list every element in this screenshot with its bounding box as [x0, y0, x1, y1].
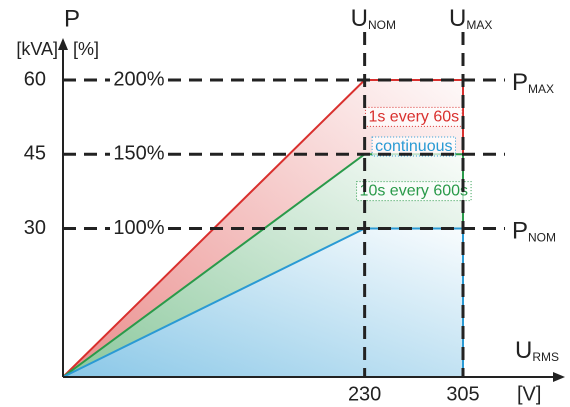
x-label-main: U	[515, 337, 532, 364]
series-label: 10s every 600s	[360, 183, 469, 200]
annotation-main: U	[351, 5, 368, 32]
series-label: continuous	[375, 138, 452, 155]
label-box	[364, 106, 463, 127]
tick-bg	[110, 217, 168, 240]
tick-bg	[110, 69, 168, 91]
y-unit: [kVA]	[16, 39, 58, 59]
label-box	[371, 136, 457, 157]
x-tick-label: 230	[348, 383, 381, 405]
x-axis-arrow	[553, 372, 565, 382]
y-tick-label: 30	[24, 217, 46, 239]
y2-tick-label: 100%	[113, 217, 164, 239]
y-tick-label: 45	[24, 143, 46, 165]
annotation: PNOM	[512, 218, 556, 245]
annotation-main: P	[512, 69, 528, 96]
area	[63, 228, 463, 377]
x-label: URMS	[515, 337, 559, 364]
y-label: P	[64, 5, 80, 32]
y-axis-arrow	[58, 38, 68, 50]
annotation-sub: MAX	[466, 18, 492, 32]
annotation: UMAX	[449, 5, 492, 32]
x-unit: [V]	[517, 383, 541, 405]
annotation-main: P	[512, 218, 528, 245]
annotation-sub: MAX	[528, 82, 554, 96]
annotation-sub: NOM	[528, 231, 556, 245]
x-label-sub: RMS	[532, 350, 559, 364]
annotation-main: U	[449, 5, 466, 32]
label-box	[356, 181, 472, 202]
x-tick-label: 305	[446, 383, 479, 405]
annotation: PMAX	[512, 69, 554, 96]
y2-tick-label: 150%	[113, 143, 164, 165]
annotation: UNOM	[351, 5, 396, 32]
annotation-sub: NOM	[368, 18, 396, 32]
tick-bg	[110, 143, 168, 166]
y-tick-label: 60	[24, 68, 46, 90]
y2-tick-label: 200%	[113, 68, 164, 90]
series-label: 1s every 60s	[368, 108, 459, 125]
y2-unit: [%]	[73, 39, 99, 59]
